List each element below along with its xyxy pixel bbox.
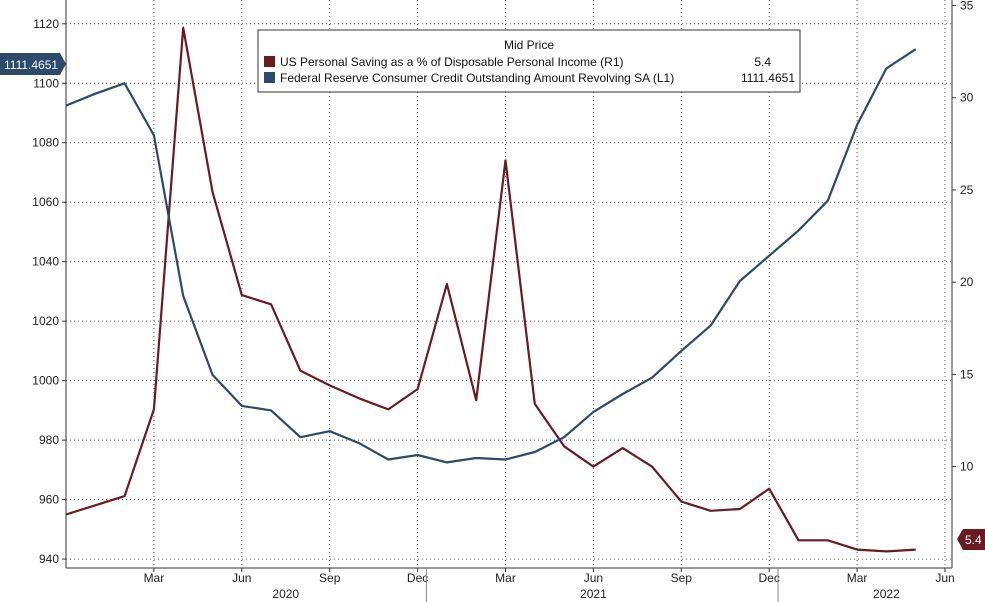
left-tick-label: 940 [39, 552, 59, 566]
legend-value-saving: 5.4 [754, 55, 771, 69]
left-tick-label: 1000 [32, 374, 59, 388]
right-badge-text: 5.4 [965, 533, 982, 547]
legend-label-credit: Federal Reserve Consumer Credit Outstand… [280, 71, 674, 85]
x-tick-label: Dec [407, 571, 428, 585]
right-axis-last-value-badge [957, 529, 985, 550]
left-tick-label: 980 [39, 433, 59, 447]
left-axis-last-value-badge [0, 53, 66, 75]
right-tick-label: 10 [960, 460, 974, 474]
right-tick-label: 30 [960, 91, 974, 105]
left-badge-text: 1111.4651 [4, 58, 58, 72]
year-label: 2020 [272, 587, 299, 601]
x-tick-label: Sep [319, 571, 341, 585]
legend-title: Mid Price [504, 38, 554, 52]
x-tick-label: Sep [671, 571, 693, 585]
year-label: 2022 [873, 587, 900, 601]
personal-saving-line [65, 26, 916, 553]
legend-swatch-credit [264, 72, 275, 83]
credit-outstanding-line [65, 48, 917, 464]
x-tick-label: Dec [759, 571, 780, 585]
legend-label-saving: US Personal Saving as a % of Disposable … [280, 55, 624, 69]
series-lines [65, 26, 917, 553]
right-tick-label: 15 [960, 367, 974, 381]
legend-box [257, 29, 801, 93]
left-tick-label: 1040 [32, 255, 59, 269]
legend-swatch-saving [264, 56, 275, 67]
left-tick-label: 1120 [33, 17, 59, 31]
legend-value-credit: 1111.4651 [741, 71, 795, 85]
year-label: 2021 [580, 587, 607, 601]
left-tick-label: 1080 [32, 136, 59, 150]
left-tick-label: 960 [39, 493, 59, 507]
x-tick-label: Jun [232, 571, 251, 585]
x-tick-label: Mar [847, 571, 868, 585]
left-tick-label: 1060 [32, 195, 59, 209]
grid [66, 0, 952, 568]
legend: Mid Price US Personal Saving as a % of D… [257, 29, 801, 93]
last-value-badges: 1111.4651 5.4 [0, 53, 985, 550]
x-tick-label: Mar [144, 571, 165, 585]
x-tick-label: Jun [584, 571, 603, 585]
axes: 940 960 980 1000 1020 1040 1060 1080 1100 1120 10 1… [32, 0, 974, 602]
x-tick-label: Jun [935, 571, 954, 585]
left-tick-label: 1100 [33, 76, 59, 90]
left-tick-label: 1020 [32, 314, 59, 328]
right-tick-label: 25 [960, 183, 974, 197]
right-tick-label: 20 [960, 275, 974, 289]
x-tick-label: Mar [495, 571, 516, 585]
right-tick-label: 35 [960, 0, 974, 13]
